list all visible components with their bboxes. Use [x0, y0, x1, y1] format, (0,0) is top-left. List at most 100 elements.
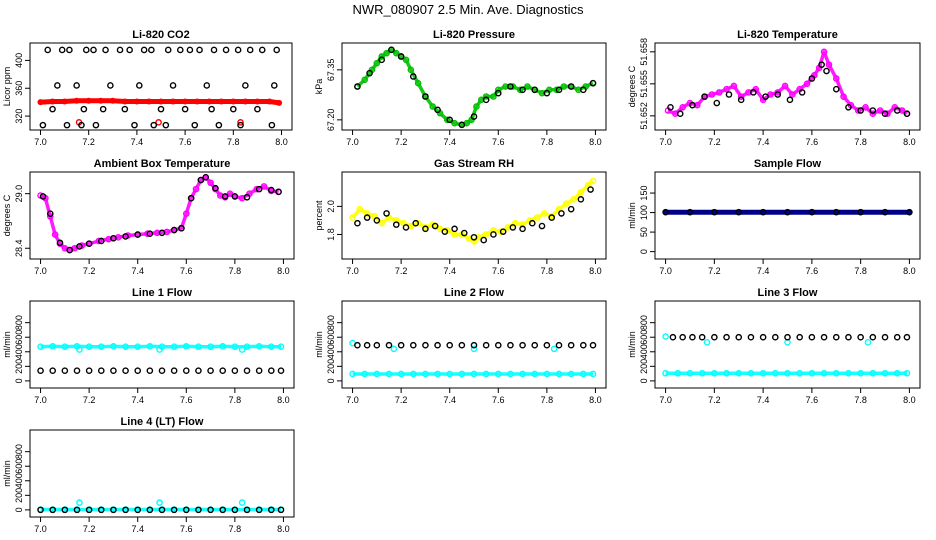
data-point: [258, 46, 266, 54]
data-point: [524, 83, 531, 90]
data-point: [893, 107, 901, 114]
data-point: [276, 99, 283, 106]
x-tick-label: 7.0: [346, 395, 359, 405]
data-point: [383, 49, 390, 57]
y-tick-label: 2.0: [326, 200, 336, 213]
data-point: [543, 370, 551, 378]
data-point: [881, 369, 889, 377]
data-point: [698, 333, 706, 341]
y-tick-label: 100: [639, 205, 649, 220]
x-tick-label: 8.0: [589, 137, 602, 147]
x-tick-label: 7.0: [659, 266, 672, 276]
data-point: [458, 341, 466, 349]
data-point: [378, 56, 386, 64]
data-point: [397, 341, 405, 349]
data-point: [407, 66, 415, 74]
plot-frame: [341, 300, 607, 389]
data-point: [49, 506, 57, 514]
data-point: [97, 343, 105, 350]
x-tick-label: 7.8: [541, 395, 554, 405]
data-point: [781, 82, 789, 90]
data-point: [519, 341, 526, 349]
data-point: [784, 333, 791, 341]
data-point: [531, 86, 539, 94]
data-point: [499, 228, 507, 235]
x-tick-label: 7.4: [443, 395, 456, 405]
panel-li-820-temperature: Li-820 Temperature 7.0 7.2 7.4 7.6 7.8 8.0 51.6…: [627, 29, 921, 147]
plot-area: [662, 333, 911, 377]
data-point: [516, 86, 524, 94]
x-tick-label: 8.0: [275, 137, 288, 147]
data-point: [122, 367, 129, 374]
x-tick-label: 7.2: [82, 137, 95, 147]
plot-area: [662, 208, 913, 216]
data-point: [869, 107, 877, 114]
data-point: [711, 369, 718, 377]
data-point: [206, 98, 213, 105]
data-point: [409, 370, 417, 378]
series-high-rate: [664, 48, 911, 118]
data-point: [385, 341, 393, 349]
x-tick-label: 8.0: [903, 137, 916, 147]
data-point: [443, 116, 451, 124]
data-point: [735, 369, 743, 377]
data-point: [482, 231, 490, 238]
data-point: [207, 179, 214, 187]
series-band: [667, 50, 908, 116]
data-point: [482, 93, 490, 100]
x-tick-label: 7.4: [757, 395, 770, 405]
data-point: [37, 99, 44, 106]
data-point: [555, 370, 563, 378]
data-point: [122, 506, 129, 514]
data-point: [689, 101, 696, 109]
plot-frame: [654, 171, 921, 260]
plot-area: [664, 48, 911, 118]
data-point: [832, 75, 840, 82]
data-point: [231, 343, 239, 350]
x-tick-label: 7.2: [83, 395, 96, 405]
data-point: [273, 46, 280, 54]
data-point: [857, 369, 864, 377]
data-point: [109, 97, 116, 104]
data-point: [207, 506, 214, 514]
x-tick-label: 7.6: [492, 395, 505, 405]
panel-title: Li-820 Temperature: [737, 29, 838, 41]
data-point: [46, 213, 54, 220]
data-point: [56, 239, 64, 247]
data-point: [61, 343, 69, 350]
data-point: [750, 89, 757, 96]
data-point: [796, 369, 803, 377]
plot-frame: [29, 171, 295, 260]
series-high-rate: [662, 333, 911, 377]
panel-title: Sample Flow: [754, 158, 822, 170]
data-point: [267, 367, 275, 374]
data-point: [579, 370, 587, 378]
x-tick-label: 8.0: [589, 266, 602, 276]
data-point: [61, 98, 68, 105]
data-point: [434, 370, 441, 378]
data-point: [832, 85, 840, 93]
data-point: [270, 82, 278, 89]
series-high-rate: [37, 173, 282, 254]
x-tick-label: 7.0: [34, 137, 47, 147]
panel-title: Line 4 (LT) Flow: [121, 416, 204, 428]
data-point: [808, 369, 816, 377]
data-point: [490, 93, 497, 100]
x-tick-label: 7.2: [83, 266, 96, 276]
data-point: [207, 367, 214, 374]
x-tick-label: 7.0: [346, 266, 359, 276]
series-2-5-min-ave: [662, 208, 913, 216]
data-point: [349, 370, 356, 378]
data-point: [558, 210, 565, 217]
data-point: [76, 346, 83, 353]
data-point: [182, 367, 190, 374]
data-point: [906, 208, 913, 216]
y-tick-label: 200: [14, 488, 24, 503]
data-point: [85, 97, 92, 104]
data-point: [579, 86, 587, 94]
series-2-5-min-ave: [354, 46, 597, 129]
y-tick-label: 51.655: [639, 70, 649, 98]
data-point: [884, 110, 891, 118]
panel-title: Ambient Box Temperature: [94, 158, 231, 170]
data-point: [876, 107, 884, 114]
